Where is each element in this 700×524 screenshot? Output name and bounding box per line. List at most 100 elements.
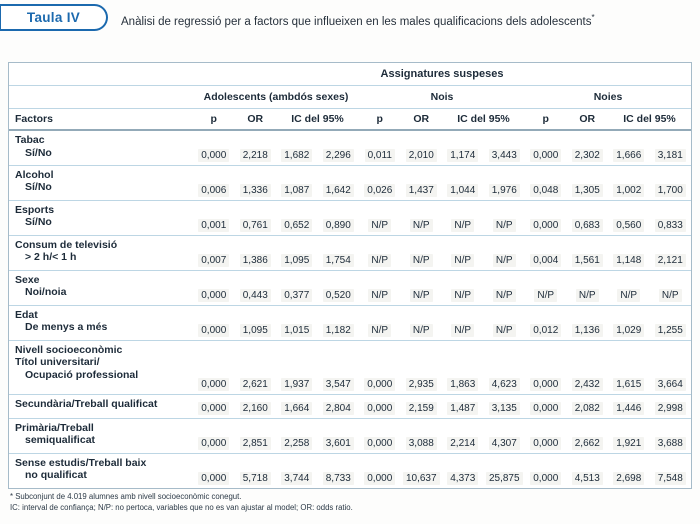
value: N/P <box>368 323 392 337</box>
value: 0,000 <box>198 288 230 302</box>
value-cell: 2,160 <box>235 394 277 418</box>
factor-cell: Secundària/Treball qualificat <box>9 394 193 418</box>
value-cell: N/P <box>525 270 567 305</box>
column-header-row: Factors p OR IC del 95% p OR IC del 95% … <box>9 109 691 130</box>
table-label-badge: Taula IV <box>0 4 108 31</box>
span-header: Assignatures suspeses <box>380 68 504 80</box>
value-cell: 1,664 <box>276 394 318 418</box>
value: 3,088 <box>405 436 437 450</box>
value: 1,015 <box>281 323 313 337</box>
value-cell: 1,863 <box>442 340 484 394</box>
value-cell: 3,744 <box>276 453 318 488</box>
value: N/P <box>658 288 682 302</box>
value-cell: 0,377 <box>276 270 318 305</box>
value: 1,487 <box>447 401 479 415</box>
value: N/P <box>451 323 475 337</box>
value: 0,000 <box>364 401 396 415</box>
table-row: Esports Sí/No 0,001 0,761 0,652 0,890 N/P N/P N/… <box>9 200 691 235</box>
table-caption: Anàlisi de regressió per a factors que i… <box>121 11 686 29</box>
value: N/P <box>409 218 433 232</box>
value-cell: 1,642 <box>318 165 360 200</box>
value-cell: 0,833 <box>650 200 692 235</box>
value: 0,761 <box>239 218 271 232</box>
value-cell: 1,002 <box>608 165 650 200</box>
table-row: Primària/Treball semiqualificat 0,000 2,851… <box>9 418 691 453</box>
value-cell: 3,688 <box>650 418 692 453</box>
value: 10,637 <box>402 472 440 485</box>
value: 7,548 <box>654 472 686 485</box>
value: 0,000 <box>364 472 396 485</box>
factor-line: no qualificat <box>25 469 87 481</box>
value-cell: 7,548 <box>650 453 692 488</box>
value: 2,296 <box>322 148 354 162</box>
col-header-ic: IC del 95% <box>457 113 510 125</box>
value: 2,851 <box>239 436 271 450</box>
value: 1,561 <box>571 253 603 267</box>
value-cell: N/P <box>401 305 443 340</box>
value: 0,000 <box>198 377 230 391</box>
table-row: Sexe Noi/noia 0,000 0,443 0,377 0,520 N/P N/P N/… <box>9 270 691 305</box>
value-cell: 0,000 <box>359 340 401 394</box>
table-row: Secundària/Treball qualificat 0,000 2,160 1… <box>9 394 691 418</box>
value: 1,148 <box>613 253 645 267</box>
value-cell: 8,733 <box>318 453 360 488</box>
value-cell: 1,087 <box>276 165 318 200</box>
caption-asterisk: * <box>591 13 595 22</box>
value-cell: 0,000 <box>193 130 235 165</box>
value-cell: 1,976 <box>484 165 526 200</box>
col-header-p: p <box>210 113 217 125</box>
value: 0,000 <box>364 436 396 450</box>
value: 0,520 <box>322 288 354 302</box>
value: 0,000 <box>198 436 230 450</box>
value: 0,000 <box>530 472 562 485</box>
value-cell: 2,804 <box>318 394 360 418</box>
value: N/P <box>451 253 475 267</box>
value: 1,976 <box>488 183 520 197</box>
value-cell: N/P <box>401 235 443 270</box>
value-cell: 1,044 <box>442 165 484 200</box>
value: 2,218 <box>239 148 271 162</box>
value-cell: 1,095 <box>235 305 277 340</box>
value-cell: 10,637 <box>401 453 443 488</box>
value-cell: 2,621 <box>235 340 277 394</box>
value: 5,718 <box>239 472 271 485</box>
value-cell: 1,487 <box>442 394 484 418</box>
col-header-p: p <box>376 113 383 125</box>
value: N/P <box>368 218 392 232</box>
group-header-nois: Nois <box>430 91 454 103</box>
value: 2,082 <box>571 401 603 415</box>
value-cell: N/P <box>359 270 401 305</box>
value: 2,159 <box>405 401 437 415</box>
col-header-or: OR <box>413 113 430 125</box>
col-header-p: p <box>542 113 549 125</box>
group-header-noies: Noies <box>593 91 623 103</box>
value: 0,000 <box>198 323 230 337</box>
value: 0,000 <box>198 472 230 485</box>
factor-cell: Nivell socioeconòmic Títol universitari/O… <box>9 340 193 394</box>
value: 2,804 <box>322 401 354 415</box>
factor-cell: Edat De menys a més <box>9 305 193 340</box>
value: 1,937 <box>281 377 313 391</box>
value-cell: 2,258 <box>276 418 318 453</box>
value-cell: 0,000 <box>525 394 567 418</box>
table-caption-text: Anàlisi de regressió per a factors que i… <box>121 15 592 28</box>
factor-line: Sí/No <box>25 181 52 193</box>
table-row: Consum de televisió > 2 h/< 1 h 0,007 1,386… <box>9 235 691 270</box>
value: 0,000 <box>364 377 396 391</box>
value: N/P <box>492 253 516 267</box>
value: 25,875 <box>485 472 523 485</box>
value: 1,095 <box>239 323 271 337</box>
table-row: Sense estudis/Treball baix no qualificat 0… <box>9 453 691 488</box>
value-cell: N/P <box>401 200 443 235</box>
factor-line: Esports <box>15 203 55 216</box>
factor-cell: Sexe Noi/noia <box>9 270 193 305</box>
value-cell: 3,443 <box>484 130 526 165</box>
value-cell: 1,136 <box>567 305 609 340</box>
value: N/P <box>368 253 392 267</box>
value: N/P <box>368 288 392 302</box>
value: 2,010 <box>405 148 437 162</box>
value: 1,255 <box>654 323 686 337</box>
value-cell: 2,121 <box>650 235 692 270</box>
value: N/P <box>492 323 516 337</box>
value-cell: 1,561 <box>567 235 609 270</box>
